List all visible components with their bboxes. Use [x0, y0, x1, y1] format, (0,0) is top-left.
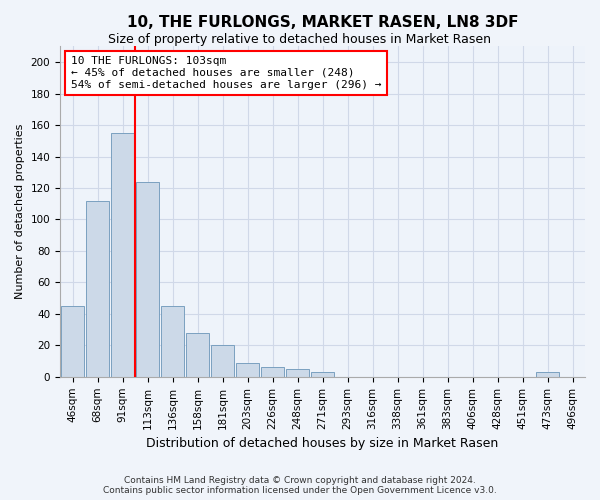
- Bar: [86, 200, 109, 377]
- Bar: [261, 368, 284, 377]
- Bar: [536, 372, 559, 377]
- Text: Contains HM Land Registry data © Crown copyright and database right 2024.
Contai: Contains HM Land Registry data © Crown c…: [103, 476, 497, 495]
- X-axis label: Distribution of detached houses by size in Market Rasen: Distribution of detached houses by size …: [146, 437, 499, 450]
- Text: 10 THE FURLONGS: 103sqm
← 45% of detached houses are smaller (248)
54% of semi-d: 10 THE FURLONGS: 103sqm ← 45% of detache…: [71, 56, 381, 90]
- Bar: [311, 372, 334, 377]
- Bar: [111, 133, 134, 377]
- Bar: [161, 306, 184, 377]
- Bar: [136, 182, 159, 377]
- Bar: [211, 346, 234, 377]
- Bar: [286, 369, 309, 377]
- Bar: [61, 306, 84, 377]
- Bar: [186, 333, 209, 377]
- Text: Size of property relative to detached houses in Market Rasen: Size of property relative to detached ho…: [109, 32, 491, 46]
- Title: 10, THE FURLONGS, MARKET RASEN, LN8 3DF: 10, THE FURLONGS, MARKET RASEN, LN8 3DF: [127, 15, 518, 30]
- Y-axis label: Number of detached properties: Number of detached properties: [15, 124, 25, 300]
- Bar: [236, 362, 259, 377]
